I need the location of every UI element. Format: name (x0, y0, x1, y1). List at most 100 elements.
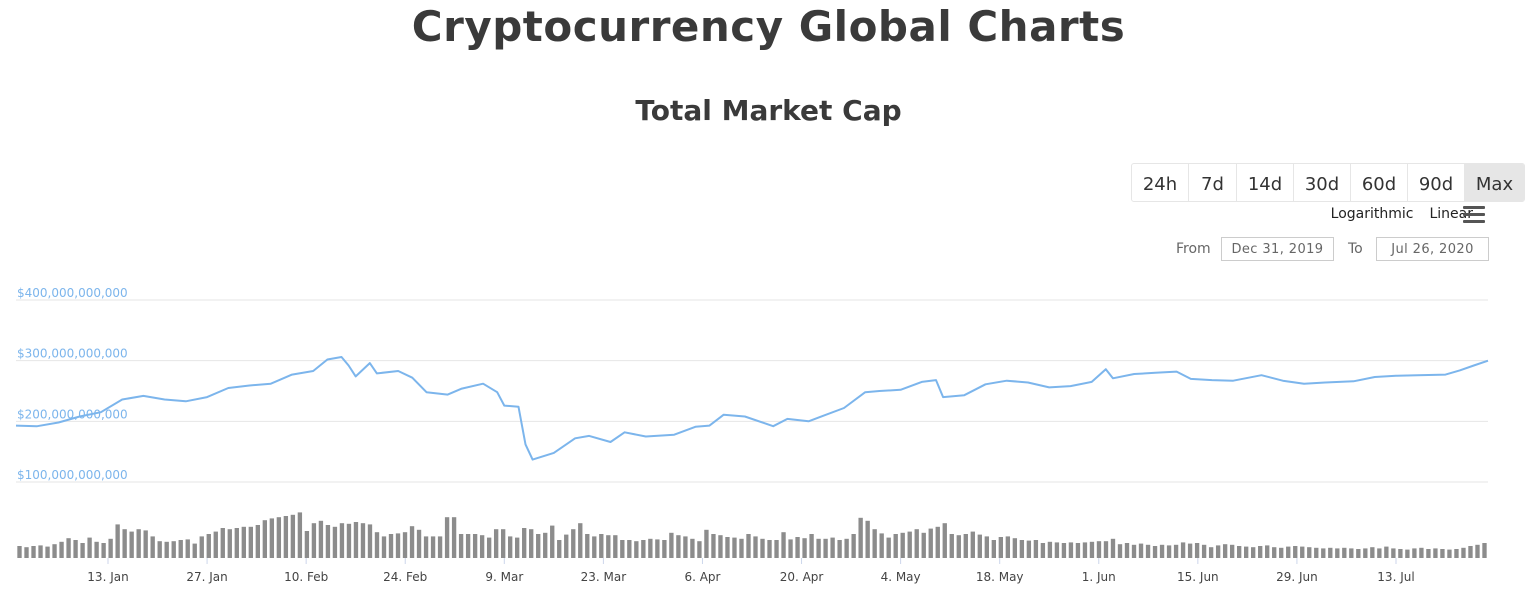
volume-bar (1166, 545, 1172, 558)
volume-bar (1222, 544, 1228, 558)
to-date-input[interactable]: Jul 26, 2020 (1376, 237, 1489, 261)
volume-bar (746, 534, 751, 558)
range-button-14d[interactable]: 14d (1236, 164, 1293, 201)
volume-bar (220, 528, 225, 558)
volume-bar (1321, 548, 1326, 558)
volume-bar (1426, 549, 1431, 558)
range-button-60d[interactable]: 60d (1350, 164, 1407, 201)
from-date-input[interactable]: Dec 31, 2019 (1221, 237, 1334, 261)
scale-linear-option[interactable]: Linear (1429, 206, 1473, 222)
x-tick-label: 10. Feb (284, 570, 328, 584)
volume-bar (1307, 547, 1312, 558)
y-tick-label: $100,000,000,000 (17, 468, 128, 482)
volume-bar (1033, 540, 1039, 558)
volume-bar (325, 525, 331, 558)
volume-bar (374, 532, 380, 558)
volume-bar (185, 539, 190, 558)
volume-bar (493, 529, 499, 558)
volume-bar (500, 529, 506, 558)
volume-bar (522, 528, 527, 558)
volume-bar (1251, 547, 1256, 558)
volume-bar (606, 535, 611, 558)
volume-bar (676, 535, 681, 558)
chart-title: Total Market Cap (635, 94, 902, 127)
volume-bar (788, 539, 793, 558)
range-button-7d[interactable]: 7d (1188, 164, 1236, 201)
y-tick-label: $200,000,000,000 (17, 407, 128, 421)
volume-bar (1012, 538, 1018, 558)
scale-logarithmic-option[interactable]: Logarithmic (1330, 206, 1414, 222)
y-axis-labels: $100,000,000,000 $200,000,000,000 $300,000… (17, 286, 128, 482)
volume-bar (1096, 541, 1102, 558)
volume-bar (1075, 543, 1081, 558)
volume-bar (690, 538, 695, 558)
volume-bar (1265, 545, 1270, 558)
x-tick-label: 6. Apr (684, 570, 720, 584)
volume-bar (816, 538, 821, 558)
volume-bar (213, 531, 218, 558)
volume-bar (1370, 547, 1375, 558)
volume-bar (1398, 549, 1403, 558)
volume-bar (1173, 544, 1179, 558)
volume-bar (318, 520, 324, 558)
x-tick-label: 15. Jun (1177, 570, 1219, 584)
volume-bar (585, 534, 590, 558)
volume-bar (437, 536, 443, 558)
volume-bar (101, 543, 106, 558)
range-selector: 24h 7d 14d 30d 60d 90d Max (1131, 163, 1525, 202)
volume-bar (1068, 542, 1074, 558)
volume-bar (1124, 543, 1130, 558)
volume-bar (1082, 542, 1088, 558)
volume-bar (1447, 549, 1452, 558)
volume-bar (255, 525, 261, 558)
volume-bar (332, 526, 338, 558)
volume-bar (66, 538, 71, 558)
range-button-30d[interactable]: 30d (1293, 164, 1350, 201)
volume-bar (1286, 546, 1291, 558)
volume-bar (129, 531, 134, 558)
range-button-90d[interactable]: 90d (1407, 164, 1464, 201)
hamburger-menu-icon[interactable] (1463, 206, 1485, 224)
volume-bar (984, 536, 989, 558)
volume-bar (865, 520, 870, 558)
volume-bar (367, 524, 373, 558)
volume-bar (1229, 544, 1235, 558)
volume-bar (515, 537, 520, 558)
volume-bar (1377, 548, 1382, 558)
x-tick-label: 13. Jul (1377, 570, 1414, 584)
volume-bar (914, 529, 919, 558)
volume-bar (592, 536, 597, 558)
volume-bar (1300, 546, 1305, 558)
volume-bar (311, 523, 317, 558)
volume-bar (1482, 543, 1487, 558)
x-axis-labels: 13. Jan 27. Jan 10. Feb 24. Feb 9. Mar 23. Ma… (87, 558, 1415, 584)
volume-bar (409, 526, 415, 558)
volume-bar (1145, 544, 1151, 558)
volume-bar (31, 546, 36, 558)
volume-bar (1194, 543, 1200, 558)
volume-bar (346, 523, 352, 558)
volume-bar (697, 541, 702, 558)
volume-bar (1005, 536, 1011, 558)
volume-bar (767, 540, 772, 558)
volume-bar (550, 525, 555, 558)
range-button-max[interactable]: Max (1464, 164, 1524, 201)
volume-bar (1131, 544, 1137, 558)
volume-bar (991, 540, 997, 558)
volume-bar (1335, 548, 1340, 558)
volume-bar (171, 541, 176, 558)
volume-bar (290, 514, 296, 558)
volume-bar (1279, 547, 1284, 558)
volume-bar (837, 540, 842, 558)
volume-bar (234, 528, 239, 558)
volume-bar (1159, 544, 1165, 558)
volume-bar (1475, 544, 1480, 558)
x-tick-label: 27. Jan (186, 570, 227, 584)
x-tick-label: 23. Mar (581, 570, 627, 584)
range-button-24h[interactable]: 24h (1142, 174, 1178, 195)
volume-bar (1180, 542, 1186, 558)
volume-bar (760, 538, 765, 558)
x-tick-label: 20. Apr (780, 570, 824, 584)
y-tick-label: $400,000,000,000 (17, 286, 128, 300)
